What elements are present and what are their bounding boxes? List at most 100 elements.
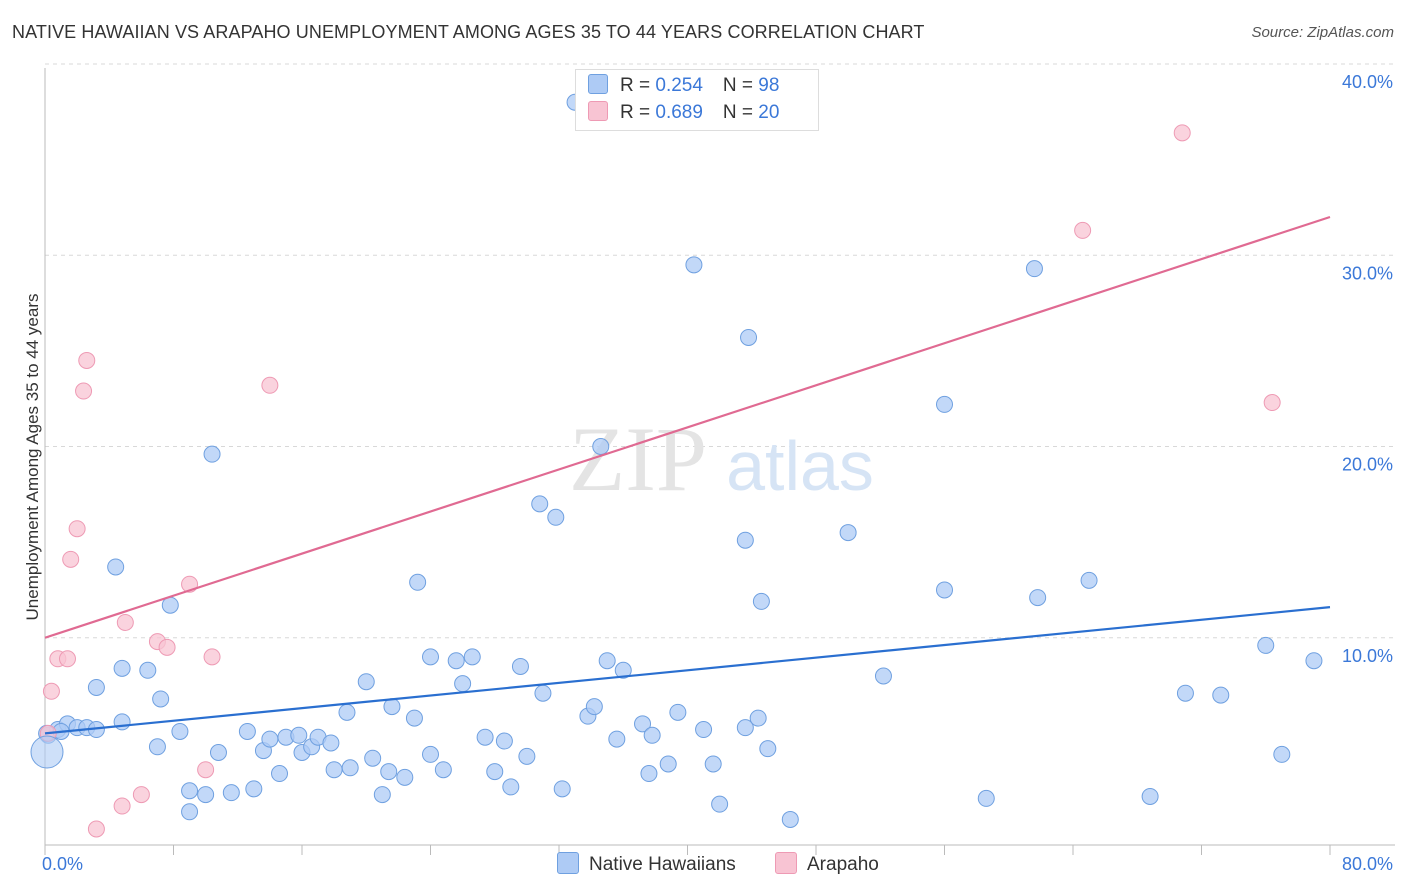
point-native-hawaiian bbox=[396, 768, 414, 786]
axes bbox=[44, 68, 1395, 855]
point-native-hawaiian bbox=[534, 684, 552, 702]
legend-r-label: R = bbox=[620, 102, 656, 123]
point-native-hawaiian bbox=[271, 765, 289, 783]
point-native-hawaiian bbox=[1025, 260, 1043, 278]
point-native-hawaiian bbox=[447, 652, 465, 670]
point-native-hawaiian bbox=[486, 763, 504, 781]
point-native-hawaiian bbox=[874, 667, 892, 685]
point-native-hawaiian bbox=[322, 734, 340, 752]
point-arapaho bbox=[203, 648, 221, 666]
point-native-hawaiian bbox=[640, 765, 658, 783]
point-native-hawaiian bbox=[203, 445, 221, 463]
point-native-hawaiian bbox=[614, 661, 632, 679]
x-tick-label: 0.0% bbox=[42, 854, 83, 874]
point-native-hawaiian bbox=[704, 755, 722, 773]
trend-lines bbox=[44, 215, 1331, 735]
point-native-hawaiian bbox=[434, 761, 452, 779]
correlation-legend: R = 0.254 N = 98 R = 0.689 N = 20 bbox=[575, 69, 819, 131]
legend-row-native-hawaiians: R = 0.254 N = 98 bbox=[588, 74, 779, 100]
point-native-hawaiian bbox=[643, 726, 661, 744]
point-native-hawaiian bbox=[222, 784, 240, 802]
point-native-hawaiian bbox=[245, 780, 263, 798]
point-native-hawaiian bbox=[1029, 589, 1047, 607]
data-points bbox=[30, 93, 1323, 838]
point-native-hawaiian bbox=[547, 508, 565, 526]
point-native-hawaiian bbox=[148, 738, 166, 756]
point-arapaho bbox=[68, 520, 86, 538]
point-native-hawaiian bbox=[936, 581, 953, 599]
point-native-hawaiian bbox=[511, 657, 529, 675]
watermark-atlas: atlas bbox=[726, 427, 874, 505]
legend-swatch-pink bbox=[588, 101, 608, 121]
point-native-hawaiian bbox=[139, 661, 157, 679]
point-native-hawaiian bbox=[1305, 652, 1323, 670]
point-arapaho bbox=[197, 761, 215, 779]
point-arapaho bbox=[58, 650, 76, 668]
point-arapaho bbox=[1263, 394, 1281, 412]
point-arapaho bbox=[87, 820, 105, 838]
point-arapaho bbox=[113, 797, 131, 815]
point-native-hawaiian bbox=[711, 795, 729, 813]
point-native-hawaiian bbox=[383, 698, 401, 716]
point-native-hawaiian bbox=[781, 810, 799, 828]
point-native-hawaiian bbox=[1273, 745, 1291, 763]
point-native-hawaiian bbox=[752, 592, 770, 610]
point-native-hawaiian bbox=[502, 778, 520, 796]
point-native-hawaiian bbox=[325, 761, 343, 779]
point-native-hawaiian bbox=[585, 698, 603, 716]
grid-lines bbox=[45, 63, 1395, 639]
legend-swatch-blue bbox=[588, 74, 608, 94]
point-native-hawaiian bbox=[634, 715, 652, 733]
point-native-hawaiian-large bbox=[30, 735, 64, 769]
point-arapaho bbox=[1173, 124, 1191, 142]
y-tick-label: 40.0% bbox=[1342, 72, 1393, 92]
point-native-hawaiian bbox=[839, 524, 857, 542]
point-native-hawaiian bbox=[977, 789, 995, 807]
point-arapaho bbox=[261, 376, 279, 394]
legend-n-label: N = bbox=[722, 102, 759, 123]
point-native-hawaiian bbox=[1141, 787, 1159, 805]
legend-swatch-pink bbox=[775, 852, 797, 874]
point-native-hawaiian bbox=[1212, 686, 1230, 704]
point-native-hawaiian bbox=[592, 438, 610, 455]
legend-r-value: 0.689 bbox=[655, 102, 703, 123]
point-native-hawaiian bbox=[759, 740, 777, 758]
point-arapaho bbox=[75, 382, 93, 400]
point-native-hawaiian bbox=[531, 495, 549, 513]
point-native-hawaiian bbox=[495, 732, 513, 750]
point-native-hawaiian bbox=[409, 573, 427, 591]
trend-line-native-hawaiians bbox=[44, 606, 1331, 735]
legend-r-value: 0.254 bbox=[655, 75, 703, 96]
point-native-hawaiian bbox=[364, 749, 382, 767]
point-arapaho bbox=[116, 613, 134, 631]
legend-n-value: 98 bbox=[758, 75, 780, 96]
point-native-hawaiian bbox=[238, 722, 256, 740]
point-native-hawaiian bbox=[341, 759, 359, 777]
y-tick-label: 30.0% bbox=[1342, 263, 1393, 283]
chart-title: NATIVE HAWAIIAN VS ARAPAHO UNEMPLOYMENT … bbox=[12, 22, 925, 42]
point-native-hawaiian bbox=[171, 722, 189, 740]
point-native-hawaiian bbox=[476, 728, 494, 746]
trend-line-arapaho bbox=[44, 215, 1331, 639]
legend-r-label: R = bbox=[620, 75, 656, 96]
legend-n-label: N = bbox=[722, 75, 759, 96]
point-native-hawaiian bbox=[197, 786, 215, 804]
point-native-hawaiian bbox=[209, 744, 227, 761]
legend-swatch-blue bbox=[557, 852, 579, 874]
point-native-hawaiian bbox=[518, 747, 536, 765]
point-arapaho bbox=[78, 351, 96, 369]
point-native-hawaiian bbox=[936, 395, 953, 413]
point-native-hawaiian bbox=[463, 648, 481, 666]
point-native-hawaiian bbox=[454, 675, 472, 693]
point-native-hawaiian bbox=[373, 786, 391, 804]
point-arapaho bbox=[42, 682, 60, 700]
legend-row-arapaho: R = 0.689 N = 20 bbox=[588, 101, 779, 127]
point-native-hawaiian bbox=[113, 659, 131, 677]
point-arapaho bbox=[62, 550, 80, 568]
legend-label: Arapaho bbox=[807, 854, 879, 875]
point-native-hawaiian bbox=[749, 709, 767, 727]
point-native-hawaiian bbox=[1176, 684, 1194, 702]
point-native-hawaiian bbox=[736, 531, 754, 549]
y-tick-label: 10.0% bbox=[1342, 646, 1393, 666]
